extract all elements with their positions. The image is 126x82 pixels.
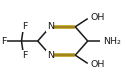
Text: OH: OH bbox=[91, 13, 105, 22]
Text: N: N bbox=[47, 51, 54, 60]
Text: NH₂: NH₂ bbox=[103, 36, 121, 46]
Text: N: N bbox=[47, 22, 54, 31]
Text: F: F bbox=[22, 51, 27, 60]
Text: OH: OH bbox=[91, 60, 105, 69]
Text: F: F bbox=[1, 36, 6, 46]
Text: F: F bbox=[22, 22, 27, 31]
